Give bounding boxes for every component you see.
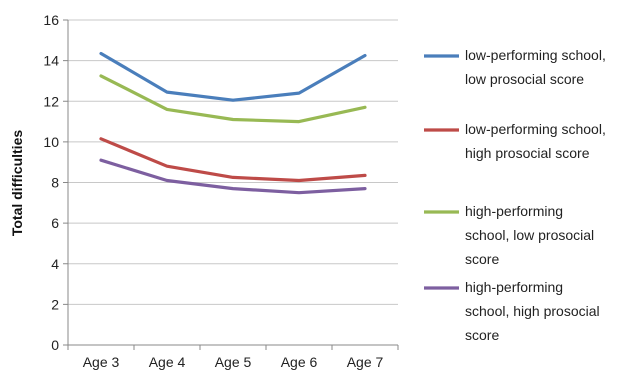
series-lines bbox=[99, 51, 367, 195]
y-tick-label: 4 bbox=[51, 256, 59, 272]
legend-item: low-performing school, high prosocial sco… bbox=[424, 121, 606, 161]
x-tick-label: Age 7 bbox=[347, 354, 384, 370]
legend-item: high-performing school, low prosocial scor… bbox=[424, 203, 594, 267]
x-tick-label: Age 5 bbox=[215, 354, 252, 370]
legend-label: high-performing bbox=[465, 203, 563, 219]
legend-label: school, high prosocial bbox=[465, 303, 600, 319]
y-tick-label: 8 bbox=[51, 175, 59, 191]
series-line-2 bbox=[99, 137, 367, 183]
legend-label: low-performing school, bbox=[465, 121, 606, 137]
y-tick-label: 6 bbox=[51, 215, 59, 231]
x-tick-label: Age 6 bbox=[281, 354, 318, 370]
series-line-3 bbox=[99, 74, 367, 124]
y-tick-label: 0 bbox=[51, 337, 59, 353]
y-tick-label: 2 bbox=[51, 296, 59, 312]
x-tick-label: Age 3 bbox=[83, 354, 120, 370]
legend-item: high-performing school, high prosocial sco… bbox=[424, 279, 600, 343]
legend-label: low prosocial score bbox=[465, 71, 584, 87]
legend-label: low-performing school, bbox=[465, 47, 606, 63]
legend-item: low-performing school, low prosocial scor… bbox=[424, 47, 606, 87]
legend-label: score bbox=[465, 327, 499, 343]
x-tick-label: Age 4 bbox=[149, 354, 186, 370]
legend-label: school, low prosocial bbox=[465, 227, 594, 243]
y-tick-label: 12 bbox=[43, 93, 59, 109]
series-line-4 bbox=[99, 158, 367, 195]
legend: low-performing school, low prosocial scor… bbox=[424, 47, 606, 343]
y-tick-label: 10 bbox=[43, 134, 59, 150]
legend-label: score bbox=[465, 251, 499, 267]
y-tick-label: 16 bbox=[43, 12, 59, 28]
y-tick-label: 14 bbox=[43, 53, 59, 69]
legend-label: high-performing bbox=[465, 279, 563, 295]
series-line-1 bbox=[99, 51, 367, 102]
axes: 0 2 4 6 8 10 12 14 16 Age 3 Age 4 Age 5 Age 6 Age 7 bbox=[43, 12, 399, 370]
legend-label: high prosocial score bbox=[465, 145, 590, 161]
y-axis-title: Total difficulties bbox=[9, 130, 25, 237]
